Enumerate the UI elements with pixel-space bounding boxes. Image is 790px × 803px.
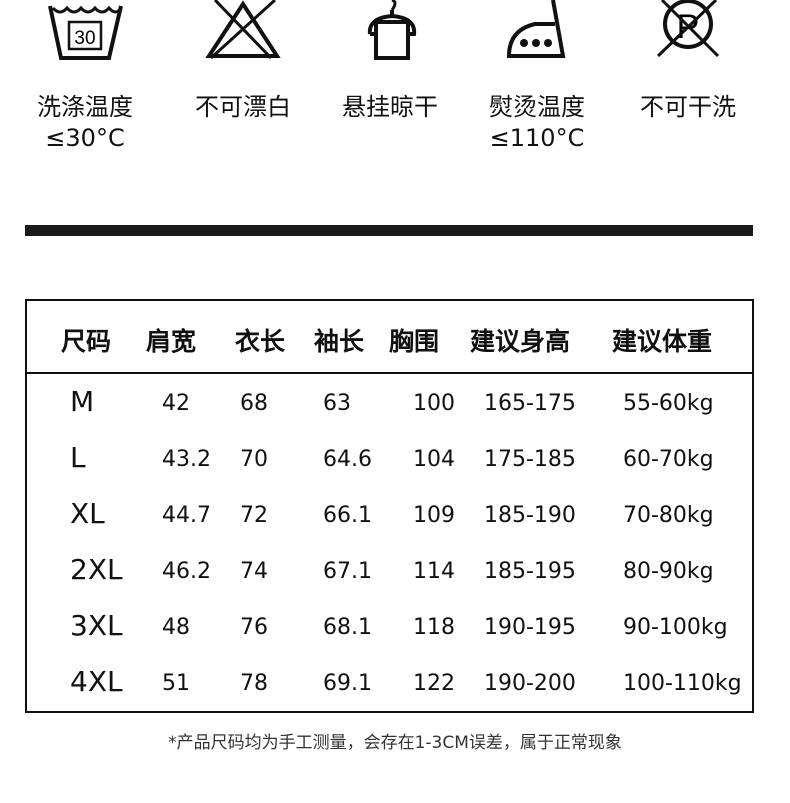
size-cell: 3XL xyxy=(70,609,123,642)
table-cell: 74 xyxy=(240,559,268,584)
table-cell: 80-90kg xyxy=(623,559,714,584)
table-row: 2XL 46.2 74 67.1 114 185-195 80-90kg xyxy=(27,545,752,601)
size-cell: 2XL xyxy=(70,553,123,586)
table-cell: 42 xyxy=(162,391,190,416)
care-hang: 悬挂晾干 xyxy=(315,0,465,123)
care-wash: 30 洗涤温度 ≤30°C xyxy=(10,0,160,154)
table-cell: 185-190 xyxy=(484,503,576,528)
table-cell: 190-195 xyxy=(484,615,576,640)
table-header: 尺码 肩宽 衣长 袖长 胸围 建议身高 建议体重 xyxy=(27,301,752,374)
no-bleach-icon xyxy=(205,0,281,60)
table-cell: 69.1 xyxy=(323,671,372,696)
size-table: 尺码 肩宽 衣长 袖长 胸围 建议身高 建议体重 M 42 68 63 100 165-175 55-6… xyxy=(25,299,754,713)
svg-text:30: 30 xyxy=(74,28,95,49)
table-cell: 48 xyxy=(162,615,190,640)
care-label: 不可干洗 xyxy=(640,93,736,121)
table-cell: 100-110kg xyxy=(623,671,742,696)
table-cell: 165-175 xyxy=(484,391,576,416)
table-cell: 70 xyxy=(240,447,268,472)
table-cell: 72 xyxy=(240,503,268,528)
table-row: XL 44.7 72 66.1 109 185-190 70-80kg xyxy=(27,489,752,545)
wash-30-icon: 30 xyxy=(48,5,123,60)
table-cell: 190-200 xyxy=(484,671,576,696)
table-row: M 42 68 63 100 165-175 55-60kg xyxy=(27,377,752,433)
table-cell: 109 xyxy=(413,503,455,528)
table-cell: 43.2 xyxy=(162,447,211,472)
size-cell: L xyxy=(70,441,86,474)
size-cell: XL xyxy=(70,497,105,530)
column-header: 建议身高 xyxy=(470,327,571,356)
care-dry-clean: P 不可干洗 xyxy=(613,0,763,123)
care-label: 洗涤温度 ≤30°C xyxy=(37,93,133,152)
iron-icon xyxy=(506,0,566,58)
table-cell: 114 xyxy=(413,559,455,584)
size-cell: M xyxy=(70,385,95,418)
care-iron: 熨烫温度 ≤110°C xyxy=(462,0,612,154)
table-cell: 60-70kg xyxy=(623,447,714,472)
column-header: 尺码 xyxy=(61,327,112,356)
table-cell: 76 xyxy=(240,615,268,640)
table-cell: 46.2 xyxy=(162,559,211,584)
table-cell: 68.1 xyxy=(323,615,372,640)
table-cell: 63 xyxy=(323,391,351,416)
column-header: 建议体重 xyxy=(612,327,713,356)
table-cell: 90-100kg xyxy=(623,615,728,640)
care-label: 悬挂晾干 xyxy=(342,93,438,121)
table-cell: 64.6 xyxy=(323,447,372,472)
table-cell: 104 xyxy=(413,447,455,472)
column-header: 衣长 xyxy=(235,327,286,356)
divider-bar xyxy=(25,225,753,236)
table-cell: 100 xyxy=(413,391,455,416)
table-cell: 44.7 xyxy=(162,503,211,528)
table-cell: 67.1 xyxy=(323,559,372,584)
care-label: 不可漂白 xyxy=(195,93,291,121)
table-cell: 55-60kg xyxy=(623,391,714,416)
hang-dry-icon xyxy=(367,0,417,60)
size-cell: 4XL xyxy=(70,665,123,698)
table-cell: 70-80kg xyxy=(623,503,714,528)
column-header: 肩宽 xyxy=(146,327,197,356)
table-cell: 66.1 xyxy=(323,503,372,528)
table-row: L 43.2 70 64.6 104 175-185 60-70kg xyxy=(27,433,752,489)
table-cell: 185-195 xyxy=(484,559,576,584)
no-dry-clean-icon: P xyxy=(656,0,720,58)
column-header: 胸围 xyxy=(389,327,440,356)
care-label: 熨烫温度 ≤110°C xyxy=(489,93,585,152)
table-cell: 51 xyxy=(162,671,190,696)
column-header: 袖长 xyxy=(314,327,365,356)
table-cell: 78 xyxy=(240,671,268,696)
table-cell: 68 xyxy=(240,391,268,416)
table-cell: 122 xyxy=(413,671,455,696)
care-bleach: 不可漂白 xyxy=(168,0,318,123)
table-row: 3XL 48 76 68.1 118 190-195 90-100kg xyxy=(27,601,752,657)
table-cell: 118 xyxy=(413,615,455,640)
measurement-note: *产品尺码均为手工测量，会存在1-3CM误差，属于正常现象 xyxy=(168,733,622,753)
table-row: 4XL 51 78 69.1 122 190-200 100-110kg xyxy=(27,657,752,713)
table-cell: 175-185 xyxy=(484,447,576,472)
